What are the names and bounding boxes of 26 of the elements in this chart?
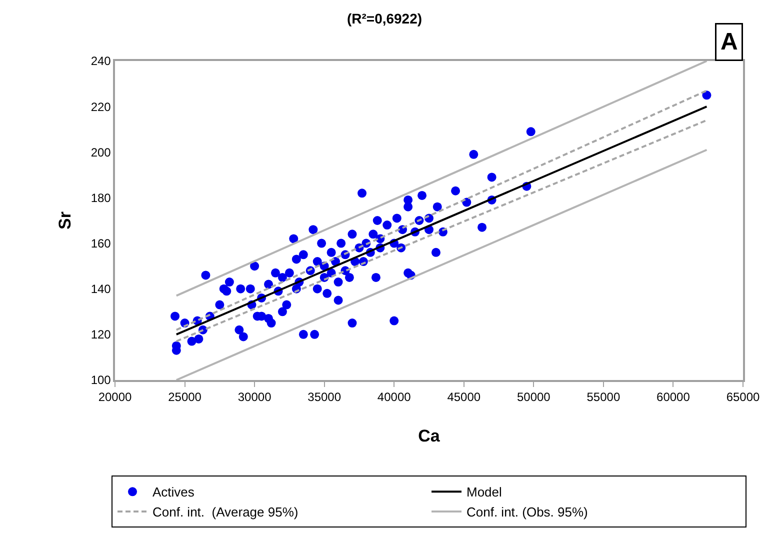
- y-tick-label: 200: [90, 145, 112, 160]
- text: A: [720, 28, 738, 56]
- y-tick-label: 240: [90, 54, 112, 68]
- legend-label: Conf. int. (Obs. 95%): [466, 504, 588, 520]
- legend-label: Actives: [152, 484, 195, 500]
- x-tick-label: 30000: [238, 390, 272, 404]
- chart-title: (R²=0,6922): [346, 10, 422, 26]
- y-tick-label: 140: [90, 282, 112, 296]
- x-tick-label: 40000: [377, 390, 412, 404]
- legend-label: Model: [466, 484, 502, 500]
- y-tick-label: 120: [90, 328, 112, 342]
- x-tick-label: 35000: [308, 390, 342, 404]
- y-tick-label: 220: [90, 100, 112, 114]
- legend-label: Conf. int. (Average 95%): [152, 504, 298, 520]
- x-tick-label: 20000: [98, 390, 132, 404]
- y-tick-label: 100: [90, 373, 112, 388]
- x-tick-label: 65000: [726, 390, 760, 404]
- x-tick-label: 50000: [516, 390, 551, 404]
- x-tick-label: 45000: [447, 390, 481, 404]
- y-axis-title: Sr: [56, 211, 74, 230]
- y-tick-label: 180: [90, 190, 112, 205]
- x-tick-label: 60000: [656, 390, 690, 404]
- x-tick-label: 25000: [168, 390, 202, 404]
- x-axis-title: Ca: [418, 426, 440, 446]
- y-tick-label: 160: [90, 236, 112, 250]
- x-tick-label: 55000: [586, 390, 620, 404]
